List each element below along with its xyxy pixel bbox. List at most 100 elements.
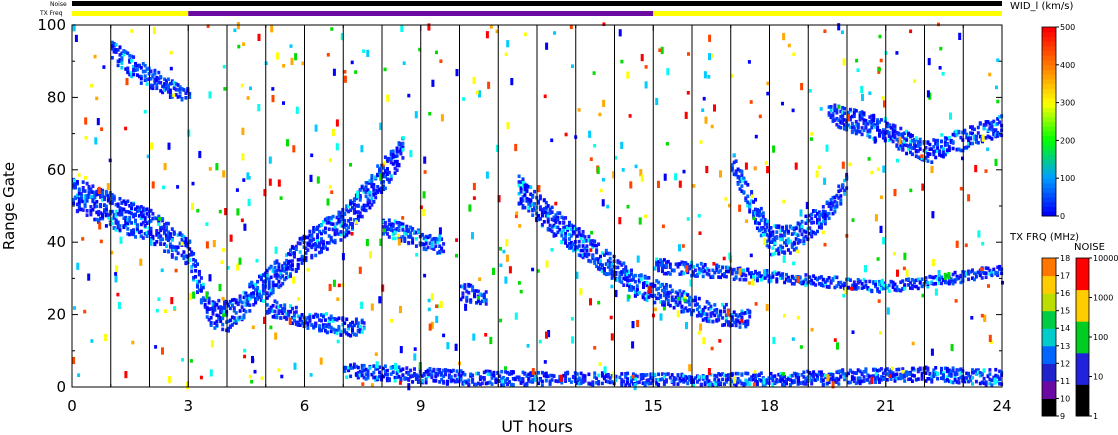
echo-cell [112, 42, 116, 46]
echo-cell [614, 374, 618, 379]
echo-cell [953, 371, 957, 375]
echo-cell [335, 119, 339, 127]
echo-cell [843, 284, 847, 288]
echo-cell [817, 282, 821, 286]
echo-cell [848, 115, 852, 120]
echo-cell [637, 291, 641, 295]
echo-cell [653, 373, 657, 377]
echo-cell [130, 229, 134, 233]
echo-cell [924, 155, 928, 160]
echo-cell [517, 180, 521, 184]
echo-cell [757, 271, 761, 275]
echo-cell [579, 248, 583, 253]
echo-cell [569, 380, 573, 384]
echo-cell [310, 239, 314, 243]
echo-cell [773, 238, 777, 242]
echo-cell [83, 309, 87, 314]
echo-cell [340, 33, 344, 41]
echo-cell [672, 305, 676, 310]
echo-cell [715, 265, 719, 270]
echo-cell [163, 84, 167, 89]
echo-cell [994, 367, 998, 372]
echo-cell [351, 201, 354, 205]
echo-cell [958, 32, 962, 40]
echo-cell [754, 373, 757, 377]
echo-cell [283, 269, 287, 273]
echo-cell [523, 189, 527, 193]
echo-cell [564, 225, 568, 229]
echo-cell [839, 198, 843, 202]
echo-cell [757, 210, 761, 214]
echo-cell [465, 299, 469, 303]
echo-cell [788, 383, 792, 387]
echo-cell [455, 253, 458, 258]
echo-cell [579, 236, 583, 240]
echo-cell [265, 273, 269, 278]
echo-cell [538, 205, 542, 209]
echo-cell [196, 282, 199, 286]
echo-cell [721, 323, 725, 327]
echo-cell [734, 159, 738, 163]
echo-cell [327, 316, 331, 321]
echo-cell [280, 374, 284, 379]
echo-cell [951, 140, 955, 144]
echo-cell [785, 227, 788, 232]
echo-cell [837, 382, 841, 386]
echo-cell [165, 79, 168, 83]
echo-cell [182, 240, 186, 245]
echo-cell [326, 198, 330, 206]
echo-cell [783, 382, 787, 387]
echo-cell [114, 202, 118, 207]
echo-cell [862, 128, 866, 133]
echo-cell [957, 368, 961, 372]
echo-cell [165, 237, 168, 241]
echo-cell [168, 242, 172, 246]
echo-cell [163, 88, 167, 92]
echo-cell [542, 198, 546, 202]
echo-cell [995, 85, 998, 90]
echo-cell [550, 225, 554, 229]
echo-cell [397, 365, 401, 369]
echo-cell [101, 188, 105, 193]
echo-cell [331, 239, 335, 244]
echo-cell [350, 60, 354, 65]
echo-cell [383, 186, 387, 191]
echo-cell [383, 170, 387, 174]
echo-cell [403, 236, 407, 241]
echo-cell [485, 31, 489, 39]
echo-cell [831, 211, 835, 216]
echo-cell [211, 312, 215, 316]
echo-cell [281, 268, 285, 272]
echo-cell [682, 290, 686, 294]
echo-cell [590, 230, 594, 235]
echo-cell [602, 271, 606, 276]
echo-cell [642, 281, 645, 289]
echo-cell [794, 373, 798, 377]
echo-cell [713, 303, 717, 307]
echo-cell [988, 334, 992, 342]
echo-cell [331, 319, 335, 323]
echo-cell [802, 236, 806, 240]
echo-cell [383, 220, 387, 225]
echo-cell [843, 192, 847, 196]
echo-cell [335, 331, 339, 336]
echo-cell [996, 374, 1000, 379]
echo-cell [190, 250, 194, 255]
echo-cell [870, 289, 874, 294]
echo-cell [499, 247, 502, 251]
echo-cell [798, 239, 802, 244]
echo-cell [476, 289, 480, 294]
echo-cell [655, 287, 659, 292]
echo-cell [891, 123, 895, 128]
echo-cell [878, 368, 881, 372]
echo-cell [626, 283, 630, 287]
echo-cell [414, 230, 418, 235]
echo-cell [370, 182, 374, 187]
echo-cell [644, 65, 648, 69]
echo-cell [657, 372, 661, 377]
echo-cell [905, 129, 909, 134]
echo-cell [771, 238, 775, 242]
echo-cell [993, 377, 997, 385]
echo-cell [754, 378, 757, 383]
echo-cell [599, 254, 602, 259]
